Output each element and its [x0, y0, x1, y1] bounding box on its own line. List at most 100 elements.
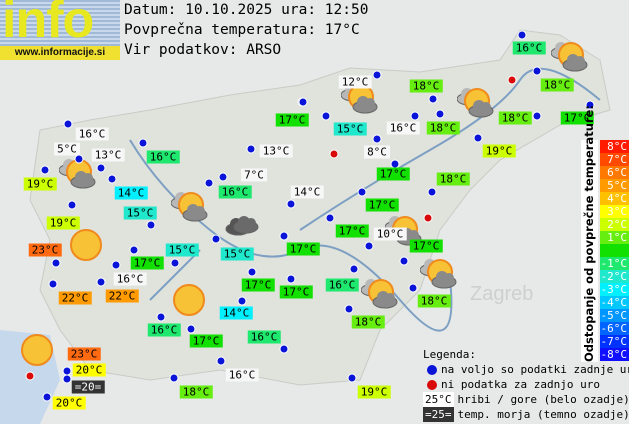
station-dot-available[interactable] [357, 187, 367, 197]
station-temperature[interactable]: 16°C [75, 127, 109, 141]
station-dot-available[interactable] [349, 264, 359, 274]
station-temperature[interactable]: 5°C [54, 142, 80, 156]
station-temperature[interactable]: 18°C [409, 79, 443, 93]
station-temperature[interactable]: 17°C [189, 334, 223, 348]
station-dot-available[interactable] [372, 70, 382, 80]
station-dot-available[interactable] [279, 344, 289, 354]
station-dot-available[interactable] [279, 231, 289, 241]
station-dot-available[interactable] [372, 134, 382, 144]
station-temperature[interactable]: 10°C [373, 227, 407, 241]
station-temperature[interactable]: 19°C [46, 216, 80, 230]
station-dot-available[interactable] [96, 277, 106, 287]
station-dot-missing[interactable] [329, 149, 339, 159]
station-dot-available[interactable] [347, 373, 357, 383]
station-dot-available[interactable] [532, 66, 542, 76]
station-temperature[interactable]: 17°C [376, 167, 410, 181]
station-temperature[interactable]: =20= [71, 380, 105, 394]
station-dot-available[interactable] [585, 100, 595, 110]
station-dot-available[interactable] [169, 373, 179, 383]
station-temperature[interactable]: 16°C [225, 368, 259, 382]
station-temperature[interactable]: 18°C [351, 315, 385, 329]
station-temperature[interactable]: 15°C [123, 206, 157, 220]
station-temperature[interactable]: 23°C [67, 347, 101, 361]
station-temperature[interactable]: 16°C [147, 323, 181, 337]
station-temperature[interactable]: 15°C [333, 122, 367, 136]
station-temperature[interactable]: 17°C [130, 256, 164, 270]
station-temperature[interactable]: 16°C [113, 272, 147, 286]
station-temperature[interactable]: 18°C [179, 385, 213, 399]
station-temperature[interactable]: 22°C [58, 291, 92, 305]
station-dot-available[interactable] [298, 97, 308, 107]
station-dot-available[interactable] [67, 200, 77, 210]
station-temperature[interactable]: 18°C [426, 121, 460, 135]
station-dot-available[interactable] [138, 138, 148, 148]
station-temperature[interactable]: 20°C [52, 396, 86, 410]
station-temperature[interactable]: 17°C [275, 113, 309, 127]
station-temperature[interactable]: 16°C [325, 278, 359, 292]
station-dot-available[interactable] [42, 392, 52, 402]
station-temperature[interactable]: 16°C [146, 150, 180, 164]
station-dot-available[interactable] [246, 144, 256, 154]
station-dot-available[interactable] [129, 245, 139, 255]
station-dot-available[interactable] [237, 296, 247, 306]
station-temperature[interactable]: 17°C [560, 111, 594, 125]
station-dot-available[interactable] [344, 304, 354, 314]
station-temperature[interactable]: 18°C [436, 172, 470, 186]
station-temperature[interactable]: 17°C [409, 239, 443, 253]
station-dot-available[interactable] [216, 356, 226, 366]
logo-url[interactable]: www.informacije.si [0, 46, 120, 60]
station-temperature[interactable]: 18°C [498, 111, 532, 125]
station-temperature[interactable]: 13°C [91, 148, 125, 162]
station-dot-available[interactable] [218, 172, 228, 182]
station-temperature[interactable]: 18°C [417, 294, 451, 308]
station-dot-missing[interactable] [25, 371, 35, 381]
station-temperature[interactable]: 23°C [28, 243, 62, 257]
station-dot-available[interactable] [408, 283, 418, 293]
station-dot-available[interactable] [111, 260, 121, 270]
station-dot-available[interactable] [62, 374, 72, 384]
station-temperature[interactable]: 16°C [218, 185, 252, 199]
station-temperature[interactable]: 22°C [105, 289, 139, 303]
station-dot-available[interactable] [286, 274, 296, 284]
station-temperature[interactable]: 16°C [512, 41, 546, 55]
station-dot-available[interactable] [435, 109, 445, 119]
station-temperature[interactable]: 17°C [279, 285, 313, 299]
station-dot-available[interactable] [74, 154, 84, 164]
station-dot-available[interactable] [204, 178, 214, 188]
station-dot-missing[interactable] [507, 75, 517, 85]
station-dot-available[interactable] [364, 241, 374, 251]
station-temperature[interactable]: 14°C [114, 186, 148, 200]
station-dot-available[interactable] [211, 234, 221, 244]
station-dot-missing[interactable] [423, 213, 433, 223]
station-temperature[interactable]: 18°C [540, 78, 574, 92]
station-dot-available[interactable] [410, 111, 420, 121]
station-temperature[interactable]: 16°C [386, 121, 420, 135]
station-dot-available[interactable] [532, 111, 542, 121]
station-temperature[interactable]: 15°C [165, 243, 199, 257]
station-temperature[interactable]: 19°C [482, 144, 516, 158]
station-dot-available[interactable] [48, 279, 58, 289]
station-dot-available[interactable] [325, 213, 335, 223]
station-temperature[interactable]: 13°C [259, 144, 293, 158]
station-dot-available[interactable] [286, 199, 296, 209]
station-temperature[interactable]: 17°C [241, 278, 275, 292]
station-temperature[interactable]: 20°C [72, 363, 106, 377]
station-dot-available[interactable] [170, 258, 180, 268]
station-temperature[interactable]: 15°C [220, 247, 254, 261]
station-temperature[interactable]: 16°C [247, 330, 281, 344]
station-dot-available[interactable] [51, 258, 61, 268]
logo[interactable]: info www.informacije.si [0, 0, 120, 60]
station-dot-available[interactable] [517, 30, 527, 40]
station-temperature[interactable]: 14°C [290, 185, 324, 199]
station-temperature[interactable]: 14°C [219, 306, 253, 320]
station-dot-available[interactable] [428, 94, 438, 104]
station-temperature[interactable]: 19°C [357, 385, 391, 399]
station-temperature[interactable]: 8°C [364, 145, 390, 159]
station-dot-available[interactable] [156, 312, 166, 322]
station-dot-available[interactable] [321, 111, 331, 121]
station-temperature[interactable]: 19°C [23, 177, 57, 191]
station-temperature[interactable]: 17°C [365, 198, 399, 212]
station-temperature[interactable]: 12°C [338, 75, 372, 89]
station-dot-available[interactable] [473, 133, 483, 143]
station-dot-available[interactable] [427, 187, 437, 197]
